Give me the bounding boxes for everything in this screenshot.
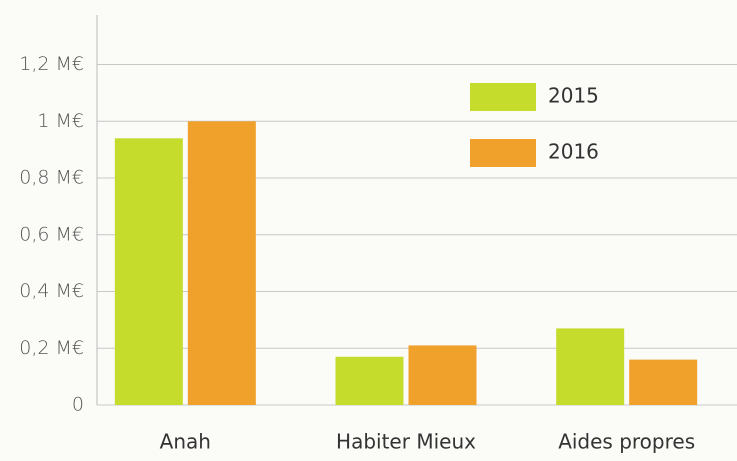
legend-swatch <box>470 139 536 167</box>
bar <box>114 138 183 405</box>
legend-label: 2016 <box>548 140 599 164</box>
bar <box>335 356 404 405</box>
y-tick-label: 0,8 M€ <box>19 167 84 189</box>
bar <box>408 345 477 405</box>
x-tick-label: Habiter Mieux <box>336 430 476 454</box>
y-tick-label: 0 <box>72 394 84 416</box>
y-tick-label: 0,2 M€ <box>19 337 84 359</box>
x-tick-label: Aides propres <box>558 430 695 454</box>
legend-swatch <box>470 83 536 111</box>
bar <box>629 359 698 405</box>
y-tick-label: 1,2 M€ <box>19 53 84 75</box>
legend-label: 2015 <box>548 84 599 108</box>
x-tick-label: Anah <box>160 430 211 454</box>
y-tick-label: 1 M€ <box>37 110 84 132</box>
bar <box>187 121 256 405</box>
y-tick-label: 0,4 M€ <box>19 280 84 302</box>
bar <box>556 328 625 405</box>
y-tick-label: 0,6 M€ <box>19 223 84 245</box>
